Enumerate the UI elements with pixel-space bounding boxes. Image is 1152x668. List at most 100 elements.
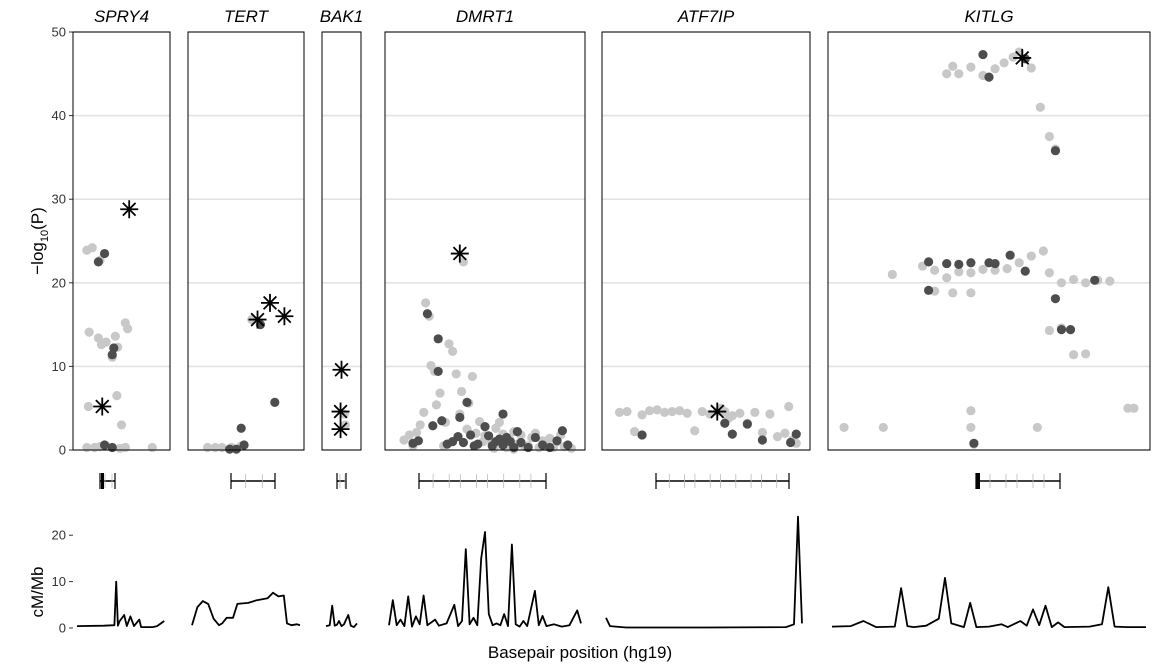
variant-point-dark <box>453 432 463 442</box>
lead-variant-star <box>120 200 139 219</box>
panel-frame <box>72 31 171 451</box>
panel-frame <box>384 31 586 451</box>
variant-point-dark <box>1050 146 1061 156</box>
panel-title: TERT <box>224 7 270 26</box>
variant-point-dark <box>225 444 235 454</box>
variant-point-dark <box>93 257 103 267</box>
variant-point-light <box>1008 52 1018 62</box>
lead-variant-star <box>248 310 267 329</box>
variant-point-dark <box>727 429 737 439</box>
panel-title: KITLG <box>964 7 1013 26</box>
variant-point-light <box>990 64 1000 74</box>
star-stroke <box>250 312 265 327</box>
variant-point-light <box>412 427 422 438</box>
star-stroke <box>334 362 349 377</box>
variant-point-dark <box>545 442 555 453</box>
variant-point-light <box>614 407 625 417</box>
variant-point-dark <box>966 258 976 268</box>
recombination-rate-line <box>191 591 301 627</box>
variant-point-light <box>1068 350 1079 360</box>
recombination-rate-line <box>325 604 358 628</box>
variant-point-light <box>690 426 700 436</box>
variant-point-dark <box>455 412 465 422</box>
variant-point-light <box>415 420 425 430</box>
recomb-tick-label: 20 <box>52 528 66 543</box>
variant-point-dark <box>786 437 796 448</box>
panel-frame <box>321 31 362 451</box>
variant-point-light <box>948 61 958 71</box>
variant-point-light <box>839 422 849 433</box>
variant-point-light <box>1038 246 1048 256</box>
variant-point-light <box>966 422 976 433</box>
variant-point-light <box>217 442 227 453</box>
panel-title: BAK1 <box>320 7 363 26</box>
variant-point-dark <box>428 421 438 431</box>
variant-point-dark <box>236 423 246 433</box>
variant-point-dark <box>523 442 533 453</box>
variant-point-dark <box>924 257 934 267</box>
variant-point-light <box>990 265 1000 275</box>
variant-point-dark <box>757 435 768 445</box>
variant-point-light <box>123 324 133 334</box>
variant-point-light <box>682 408 692 418</box>
variant-point-light <box>660 407 670 417</box>
lead-variant-star <box>708 402 727 421</box>
variant-point-dark <box>742 419 752 429</box>
variant-point-light <box>494 417 504 428</box>
variant-point-light <box>1105 276 1115 286</box>
variant-point-light <box>421 298 431 308</box>
variant-point-light <box>404 430 414 440</box>
variant-point-dark <box>1065 325 1076 335</box>
variant-point-light <box>765 409 775 419</box>
variant-point-light <box>1044 325 1054 336</box>
y-axis-title-subscript: 10 <box>39 230 51 242</box>
variant-point-light <box>110 331 120 341</box>
variant-point-dark <box>1005 250 1015 260</box>
variant-point-dark <box>99 440 110 450</box>
variant-point-light <box>652 405 662 415</box>
y-axis-title-suffix: (P) <box>28 207 47 230</box>
star-stroke <box>277 309 292 324</box>
lead-variant-star <box>93 397 112 416</box>
variant-point-light <box>645 406 655 416</box>
variant-point-light <box>84 327 94 337</box>
panel-title: ATF7IP <box>677 7 735 26</box>
variant-point-light <box>112 391 122 401</box>
gene-panel-spry4: SPRY4 <box>72 7 171 628</box>
variant-point-dark <box>791 429 801 439</box>
lead-variant-star <box>332 360 351 379</box>
star-stroke <box>1015 50 1030 65</box>
variant-point-light <box>1032 422 1042 433</box>
variant-point-light <box>942 273 952 283</box>
recombination-rate-line <box>831 577 1146 628</box>
gene-structure-track <box>99 473 116 489</box>
variant-point-dark <box>498 409 508 419</box>
variant-point-light <box>87 243 97 253</box>
y-axis-ticks-main: 0 10 20 30 40 50 <box>52 25 73 458</box>
variant-point-light <box>878 422 888 433</box>
panel-title: SPRY4 <box>94 7 149 26</box>
variant-point-light <box>966 406 976 416</box>
variant-point-dark <box>239 440 249 450</box>
variant-point-dark <box>1056 325 1067 335</box>
variant-point-dark <box>107 442 117 453</box>
panel-frame <box>827 31 1151 451</box>
variant-point-dark <box>978 49 988 60</box>
panel-frame <box>187 31 305 451</box>
variant-point-light <box>675 406 685 416</box>
variant-point-light <box>948 288 958 298</box>
variant-point-light <box>784 401 794 412</box>
variant-point-light <box>1081 278 1091 288</box>
recomb-tick-label: 10 <box>52 574 66 589</box>
y-axis-title-prefix: −log <box>28 242 47 275</box>
variant-point-light <box>629 427 640 437</box>
variant-point-dark <box>924 285 934 295</box>
variant-point-dark <box>1090 275 1100 285</box>
y-tick-label: 20 <box>52 275 66 290</box>
x-axis-title: Basepair position (hg19) <box>488 643 672 662</box>
panel-title: DMRT1 <box>456 7 514 26</box>
variant-point-dark <box>942 258 952 269</box>
gene-panel-bak1: BAK1 <box>320 7 363 628</box>
variant-point-dark <box>1020 266 1030 276</box>
variant-point-light <box>1026 251 1036 261</box>
